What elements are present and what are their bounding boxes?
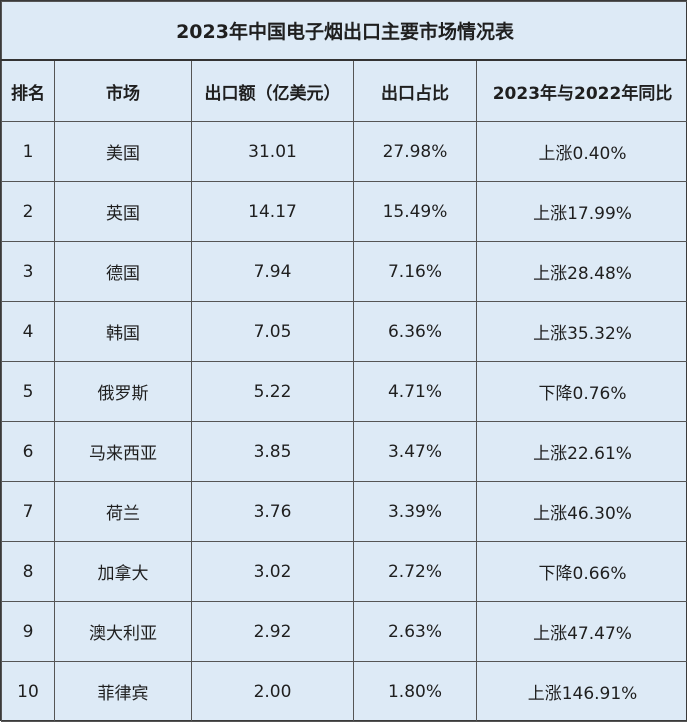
- table-title: 2023年中国电子烟出口主要市场情况表: [2, 2, 687, 61]
- share-cell: 2.72%: [354, 542, 477, 602]
- table-row: 1 美国 31.01 27.98% 上涨0.40%: [2, 122, 687, 182]
- amount-cell: 3.76: [192, 482, 354, 542]
- yoy-cell: 上涨47.47%: [477, 602, 687, 662]
- header-export-share: 出口占比: [354, 60, 477, 122]
- table-title-row: 2023年中国电子烟出口主要市场情况表: [2, 2, 687, 61]
- amount-cell: 3.85: [192, 422, 354, 482]
- market-cell: 菲律宾: [55, 662, 192, 722]
- header-market: 市场: [55, 60, 192, 122]
- yoy-cell: 上涨146.91%: [477, 662, 687, 722]
- market-cell: 荷兰: [55, 482, 192, 542]
- rank-cell: 10: [2, 662, 55, 722]
- yoy-cell: 上涨46.30%: [477, 482, 687, 542]
- table-row: 4 韩国 7.05 6.36% 上涨35.32%: [2, 302, 687, 362]
- market-cell: 韩国: [55, 302, 192, 362]
- yoy-cell: 下降0.76%: [477, 362, 687, 422]
- amount-cell: 14.17: [192, 182, 354, 242]
- rank-cell: 5: [2, 362, 55, 422]
- rank-cell: 4: [2, 302, 55, 362]
- rank-cell: 6: [2, 422, 55, 482]
- table-row: 2 英国 14.17 15.49% 上涨17.99%: [2, 182, 687, 242]
- table-row: 6 马来西亚 3.85 3.47% 上涨22.61%: [2, 422, 687, 482]
- amount-cell: 3.02: [192, 542, 354, 602]
- yoy-cell: 下降0.66%: [477, 542, 687, 602]
- yoy-cell: 上涨0.40%: [477, 122, 687, 182]
- rank-cell: 9: [2, 602, 55, 662]
- yoy-cell: 上涨35.32%: [477, 302, 687, 362]
- yoy-cell: 上涨28.48%: [477, 242, 687, 302]
- market-cell: 加拿大: [55, 542, 192, 602]
- amount-cell: 31.01: [192, 122, 354, 182]
- amount-cell: 7.05: [192, 302, 354, 362]
- share-cell: 15.49%: [354, 182, 477, 242]
- yoy-cell: 上涨22.61%: [477, 422, 687, 482]
- share-cell: 27.98%: [354, 122, 477, 182]
- header-yoy-change: 2023年与2022年同比: [477, 60, 687, 122]
- table-row: 10 菲律宾 2.00 1.80% 上涨146.91%: [2, 662, 687, 722]
- table-row: 9 澳大利亚 2.92 2.63% 上涨47.47%: [2, 602, 687, 662]
- table-row: 8 加拿大 3.02 2.72% 下降0.66%: [2, 542, 687, 602]
- share-cell: 3.39%: [354, 482, 477, 542]
- rank-cell: 8: [2, 542, 55, 602]
- market-cell: 英国: [55, 182, 192, 242]
- market-cell: 德国: [55, 242, 192, 302]
- rank-cell: 7: [2, 482, 55, 542]
- yoy-cell: 上涨17.99%: [477, 182, 687, 242]
- amount-cell: 2.00: [192, 662, 354, 722]
- market-cell: 马来西亚: [55, 422, 192, 482]
- share-cell: 1.80%: [354, 662, 477, 722]
- table-row: 5 俄罗斯 5.22 4.71% 下降0.76%: [2, 362, 687, 422]
- table-header-row: 排名 市场 出口额（亿美元） 出口占比 2023年与2022年同比: [2, 60, 687, 122]
- amount-cell: 7.94: [192, 242, 354, 302]
- market-cell: 俄罗斯: [55, 362, 192, 422]
- share-cell: 6.36%: [354, 302, 477, 362]
- rank-cell: 3: [2, 242, 55, 302]
- market-cell: 澳大利亚: [55, 602, 192, 662]
- amount-cell: 2.92: [192, 602, 354, 662]
- share-cell: 2.63%: [354, 602, 477, 662]
- share-cell: 3.47%: [354, 422, 477, 482]
- table-row: 3 德国 7.94 7.16% 上涨28.48%: [2, 242, 687, 302]
- header-export-amount: 出口额（亿美元）: [192, 60, 354, 122]
- market-cell: 美国: [55, 122, 192, 182]
- rank-cell: 1: [2, 122, 55, 182]
- table-row: 7 荷兰 3.76 3.39% 上涨46.30%: [2, 482, 687, 542]
- share-cell: 7.16%: [354, 242, 477, 302]
- rank-cell: 2: [2, 182, 55, 242]
- header-rank: 排名: [2, 60, 55, 122]
- share-cell: 4.71%: [354, 362, 477, 422]
- amount-cell: 5.22: [192, 362, 354, 422]
